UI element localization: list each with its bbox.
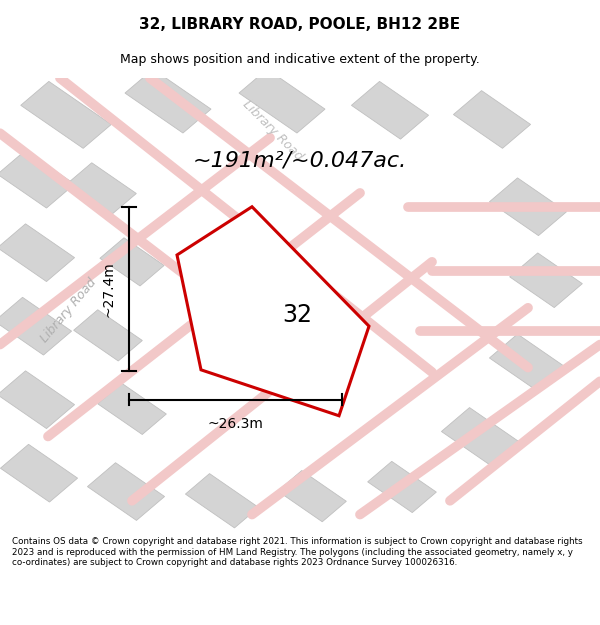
- Polygon shape: [125, 69, 211, 133]
- Polygon shape: [74, 310, 142, 361]
- Polygon shape: [0, 371, 74, 429]
- Polygon shape: [454, 91, 530, 148]
- Polygon shape: [352, 81, 428, 139]
- Polygon shape: [185, 474, 259, 528]
- Polygon shape: [442, 408, 518, 465]
- Polygon shape: [21, 81, 111, 148]
- Polygon shape: [0, 224, 74, 281]
- Text: 32: 32: [283, 302, 313, 327]
- Polygon shape: [0, 151, 74, 208]
- Text: ~27.4m: ~27.4m: [102, 261, 116, 317]
- Polygon shape: [368, 461, 436, 512]
- Text: Library Road: Library Road: [241, 98, 305, 164]
- Polygon shape: [98, 383, 166, 434]
- Polygon shape: [509, 253, 583, 308]
- Polygon shape: [177, 207, 369, 416]
- Text: Library Road: Library Road: [38, 276, 100, 345]
- Polygon shape: [88, 462, 164, 521]
- Text: Contains OS data © Crown copyright and database right 2021. This information is : Contains OS data © Crown copyright and d…: [12, 538, 583, 568]
- Polygon shape: [278, 471, 346, 522]
- Polygon shape: [0, 298, 71, 355]
- Polygon shape: [100, 238, 164, 286]
- Polygon shape: [490, 178, 566, 236]
- Text: Map shows position and indicative extent of the property.: Map shows position and indicative extent…: [120, 53, 480, 66]
- Text: 32, LIBRARY ROAD, POOLE, BH12 2BE: 32, LIBRARY ROAD, POOLE, BH12 2BE: [139, 17, 461, 32]
- Polygon shape: [239, 69, 325, 133]
- Polygon shape: [68, 162, 136, 214]
- Polygon shape: [490, 334, 566, 392]
- Text: ~26.3m: ~26.3m: [208, 417, 263, 431]
- Text: ~191m²/~0.047ac.: ~191m²/~0.047ac.: [193, 151, 407, 171]
- Polygon shape: [1, 444, 77, 502]
